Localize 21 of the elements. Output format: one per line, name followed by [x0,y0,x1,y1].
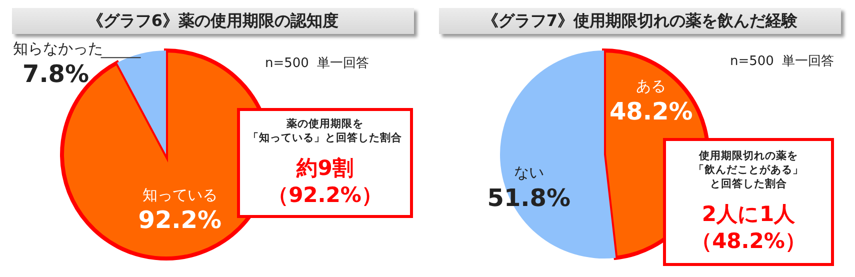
text: （48.2%） [690,228,807,255]
text: 「飲んだことがある」 [692,163,804,177]
slice-label: 知らなかった [12,39,103,58]
text: 約9割 [295,155,354,182]
data-label: 92.2% [138,206,222,234]
data-label: 7.8% [22,60,90,88]
data-label: 51.8% [487,184,571,212]
slice-label: 知っている [142,186,218,204]
chart-title: 《グラフ6》薬の使用期限の認知度 [12,8,414,34]
slice-label: ない [514,164,544,182]
chart-title: 《グラフ7》使用期限切れの薬を飲んだ経験 [439,8,841,34]
text: 2人に1人 [700,201,796,228]
text: n=500 単一回答 [265,55,370,72]
text: 「知っている」と回答した割合 [247,131,403,145]
data-label: 48.2% [609,98,693,126]
text: と回答した割合 [709,177,788,191]
text: n=500 単一回答 [730,53,834,70]
text: 薬の使用期限を [286,117,364,131]
text: 使用期限切れの薬を [698,149,799,163]
slice-label: ある [636,77,666,96]
text: （92.2%） [266,182,384,209]
